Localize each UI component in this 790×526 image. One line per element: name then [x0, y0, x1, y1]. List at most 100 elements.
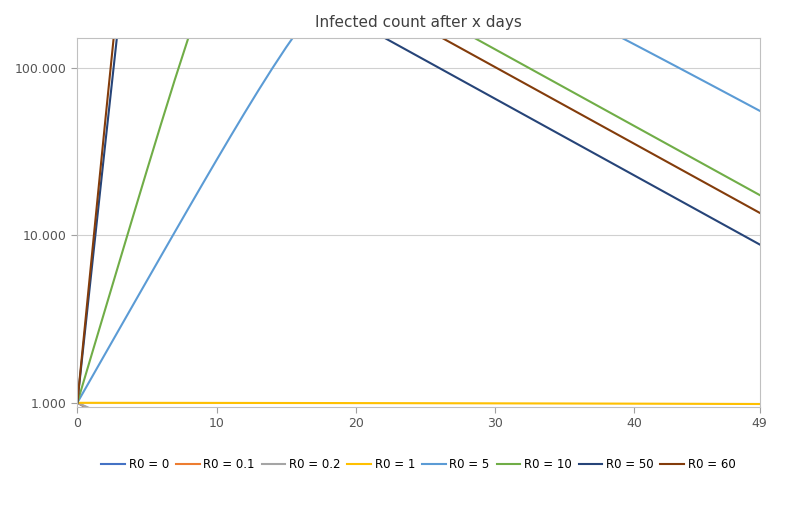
- R0 = 60: [713, 187, 723, 193]
- R0 = 60: [574, 110, 583, 116]
- R0 = 0.2: [309, 503, 318, 509]
- R0 = 50: [504, 103, 514, 109]
- R0 = 0.2: [337, 515, 347, 521]
- R0 = 60: [657, 156, 667, 162]
- R0 = 50: [754, 241, 764, 248]
- R0 = 60: [518, 79, 528, 86]
- R0 = 10: [142, 167, 152, 174]
- R0 = 0.1: [73, 400, 82, 406]
- R0 = 10: [100, 306, 110, 312]
- R0 = 10: [560, 85, 570, 91]
- R0 = 0: [254, 499, 263, 505]
- R0 = 5: [643, 48, 653, 55]
- R0 = 10: [156, 122, 166, 128]
- R0 = 0: [198, 469, 207, 475]
- R0 = 60: [73, 400, 82, 406]
- R0 = 1: [170, 400, 179, 406]
- R0 = 60: [602, 125, 611, 132]
- Line: R0 = 0: R0 = 0: [77, 403, 759, 526]
- R0 = 1: [491, 400, 500, 407]
- R0 = 10: [741, 184, 750, 190]
- R0 = 50: [643, 180, 653, 186]
- R0 = 5: [268, 65, 277, 72]
- R0 = 1: [574, 400, 583, 407]
- R0 = 0.2: [198, 454, 207, 461]
- R0 = 50: [672, 195, 681, 201]
- R0 = 0.2: [156, 436, 166, 442]
- R0 = 1: [685, 401, 694, 407]
- R0 = 50: [546, 126, 555, 133]
- R0 = 0.1: [115, 420, 124, 427]
- R0 = 60: [504, 72, 514, 78]
- R0 = 1: [323, 400, 333, 406]
- R0 = 10: [435, 15, 444, 22]
- R0 = 0.1: [142, 434, 152, 440]
- R0 = 50: [86, 270, 96, 277]
- R0 = 60: [393, 10, 402, 16]
- R0 = 5: [560, 5, 570, 12]
- R0 = 5: [754, 107, 764, 114]
- R0 = 10: [476, 38, 486, 45]
- R0 = 0.2: [100, 412, 110, 418]
- R0 = 0: [268, 507, 277, 513]
- R0 = 60: [672, 164, 681, 170]
- R0 = 50: [449, 73, 458, 79]
- R0 = 5: [100, 351, 110, 357]
- R0 = 1: [351, 400, 360, 406]
- R0 = 1: [337, 400, 347, 406]
- R0 = 50: [73, 400, 82, 406]
- R0 = 60: [100, 119, 110, 125]
- R0 = 0.2: [254, 479, 263, 485]
- R0 = 5: [672, 63, 681, 69]
- R0 = 5: [602, 27, 611, 33]
- R0 = 0: [128, 430, 137, 437]
- R0 = 50: [309, 0, 318, 2]
- R0 = 1: [142, 400, 152, 406]
- R0 = 0.1: [86, 407, 96, 413]
- R0 = 10: [574, 92, 583, 98]
- R0 = 1: [365, 400, 374, 406]
- R0 = 60: [379, 3, 389, 9]
- R0 = 50: [379, 34, 389, 41]
- R0 = 0.1: [239, 482, 249, 488]
- R0 = 0.1: [198, 461, 207, 468]
- R0 = 60: [449, 41, 458, 47]
- R0 = 60: [365, 0, 374, 1]
- R0 = 1: [309, 400, 318, 406]
- R0 = 1: [643, 400, 653, 407]
- R0 = 10: [657, 138, 667, 145]
- R0 = 5: [184, 205, 194, 211]
- R0 = 50: [491, 96, 500, 102]
- R0 = 5: [170, 229, 179, 235]
- R0 = 10: [713, 169, 723, 175]
- R0 = 5: [115, 326, 124, 332]
- R0 = 1: [407, 400, 416, 407]
- R0 = 60: [727, 194, 736, 200]
- R0 = 5: [142, 278, 152, 284]
- R0 = 0.2: [351, 521, 360, 526]
- R0 = 0: [86, 407, 96, 413]
- R0 = 50: [351, 19, 360, 25]
- R0 = 1: [281, 400, 291, 406]
- Line: R0 = 60: R0 = 60: [77, 0, 759, 403]
- R0 = 10: [546, 77, 555, 83]
- R0 = 50: [115, 15, 124, 21]
- R0 = 10: [615, 115, 625, 122]
- R0 = 60: [741, 202, 750, 208]
- R0 = 60: [588, 117, 597, 124]
- R0 = 5: [254, 87, 263, 94]
- R0 = 0.2: [115, 418, 124, 424]
- R0 = 0.1: [281, 503, 291, 509]
- R0 = 1: [713, 401, 723, 407]
- R0 = 5: [588, 19, 597, 26]
- R0 = 10: [518, 62, 528, 68]
- R0 = 1: [588, 400, 597, 407]
- R0 = 50: [741, 234, 750, 240]
- R0 = 5: [86, 375, 96, 381]
- R0 = 0.2: [281, 491, 291, 497]
- R0 = 0.1: [170, 448, 179, 454]
- R0 = 5: [226, 134, 235, 140]
- R0 = 5: [699, 78, 709, 84]
- R0 = 50: [713, 218, 723, 225]
- R0 = 10: [170, 77, 179, 83]
